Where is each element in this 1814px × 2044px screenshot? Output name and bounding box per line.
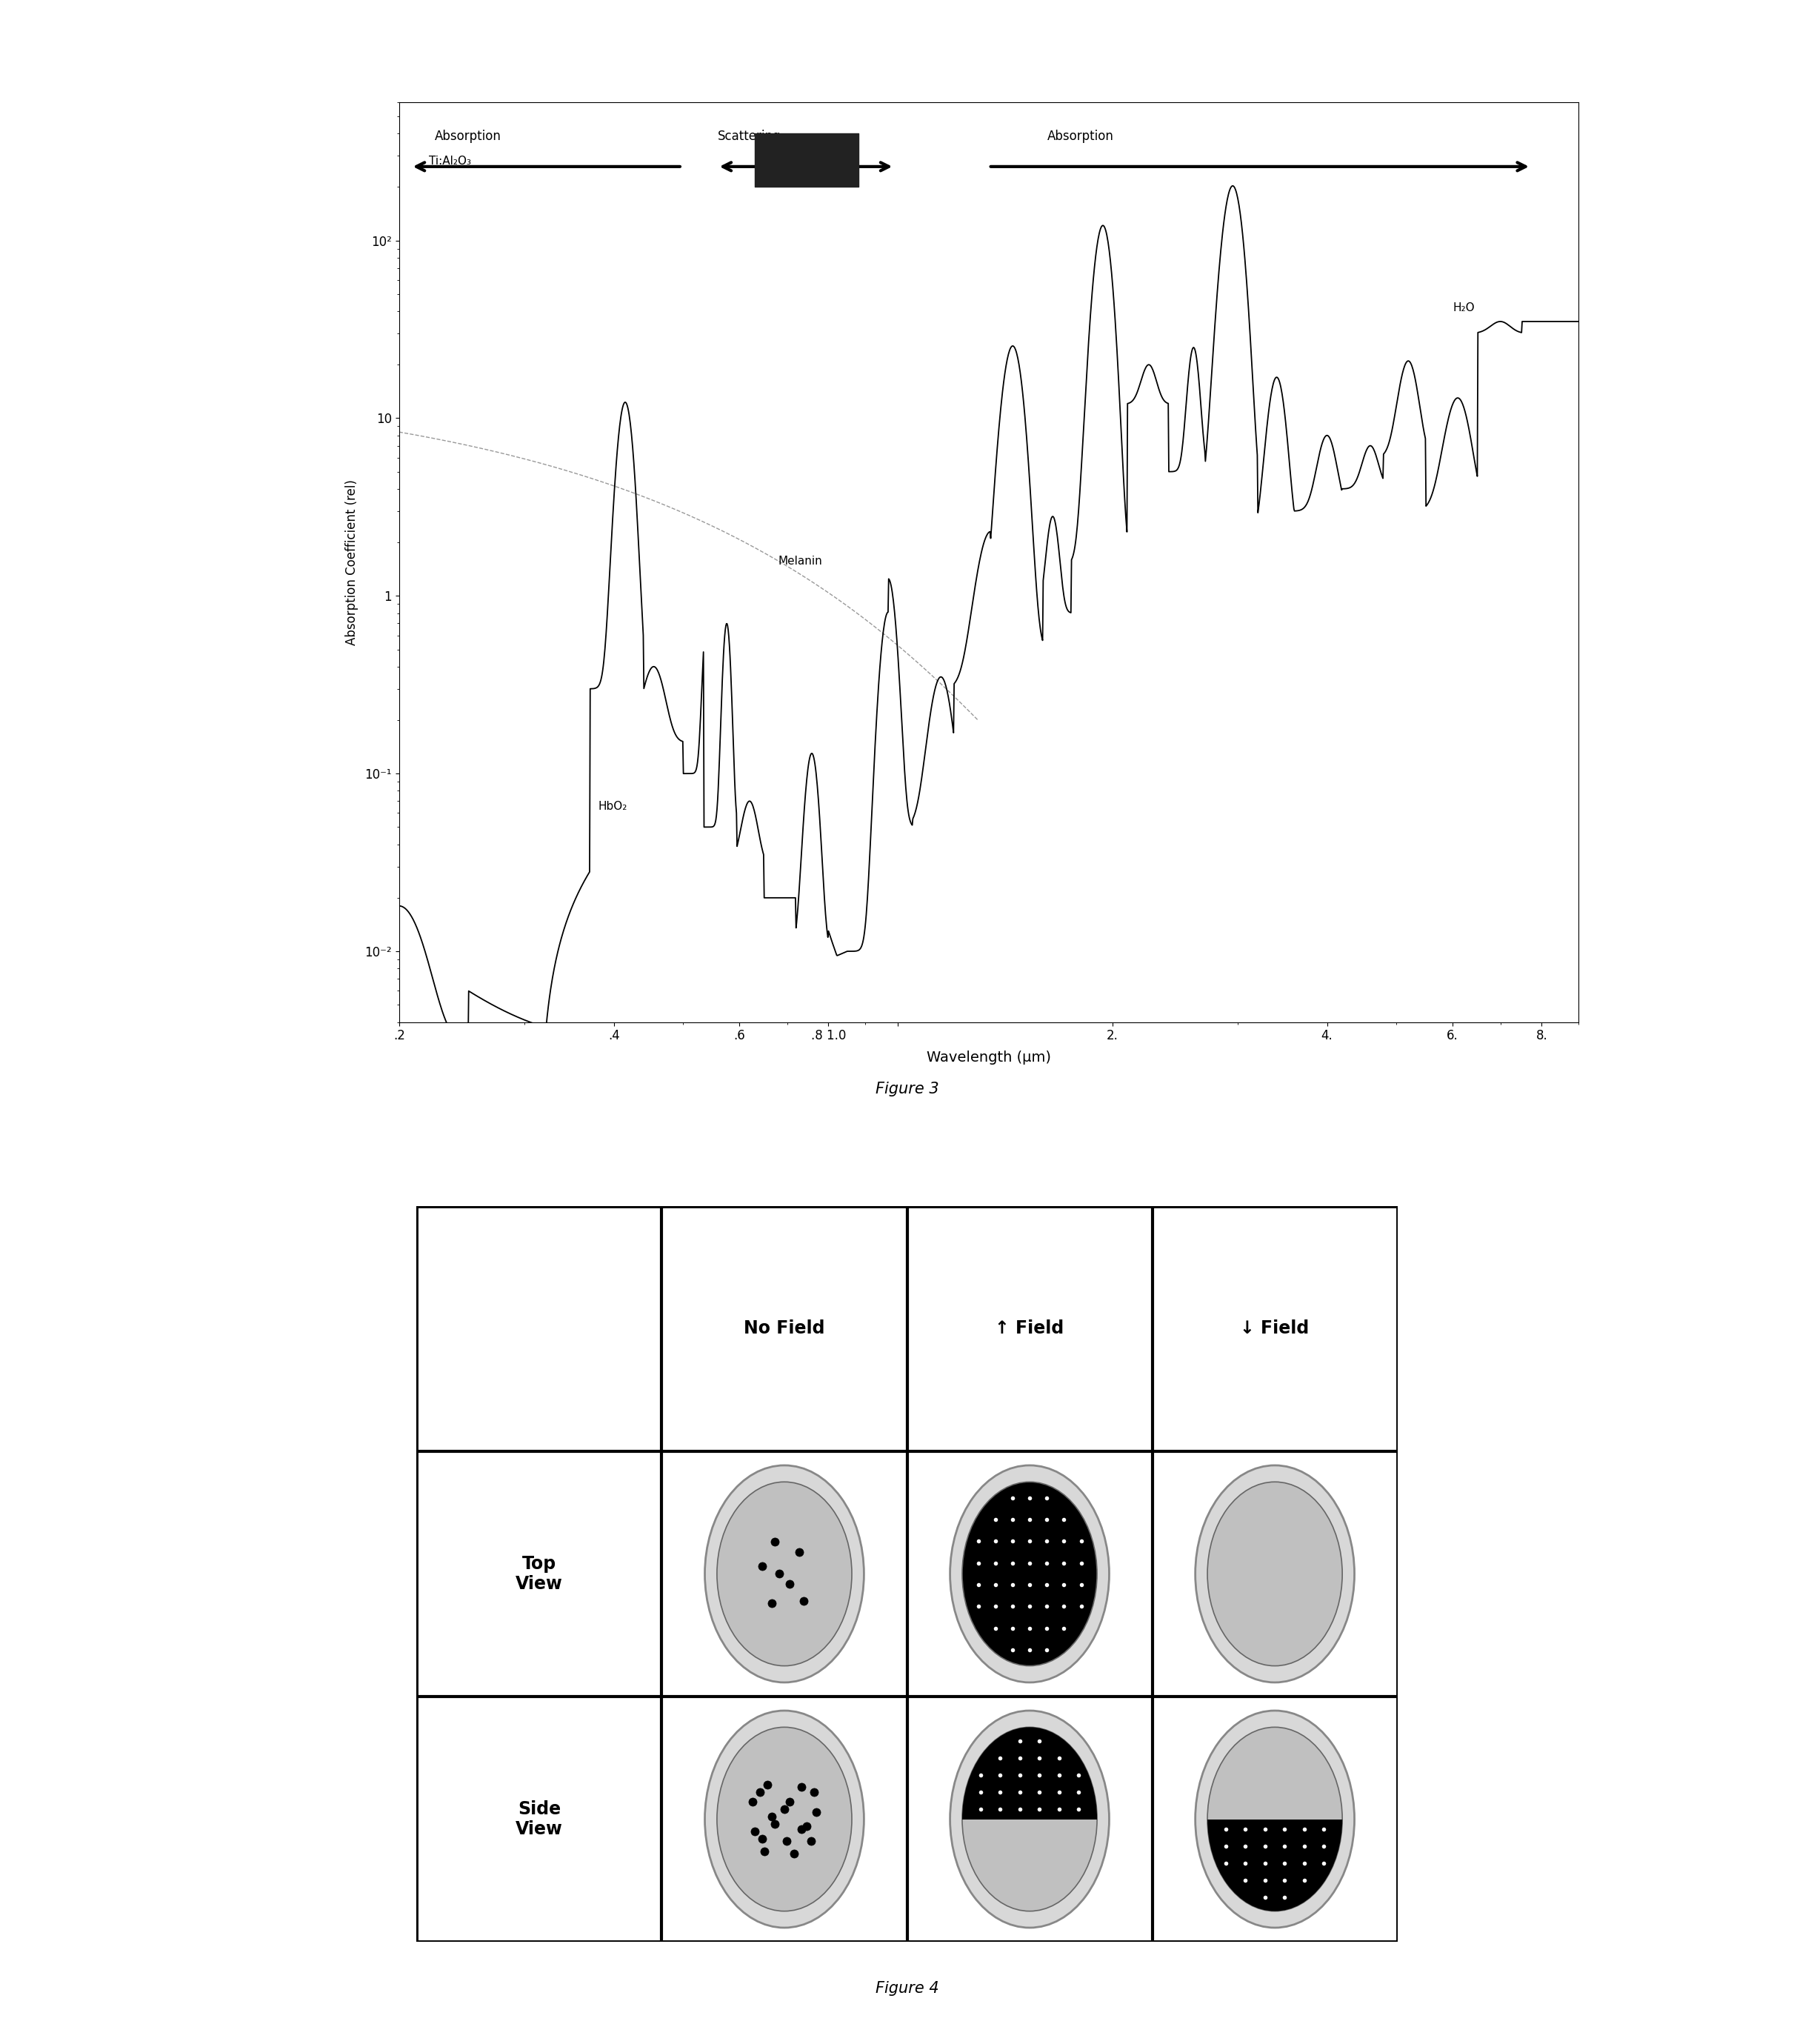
- Text: Absorption: Absorption: [435, 131, 501, 143]
- Ellipse shape: [961, 1482, 1097, 1666]
- Text: H₂O: H₂O: [1453, 303, 1475, 313]
- X-axis label: Wavelength (μm): Wavelength (μm): [927, 1051, 1050, 1065]
- Text: Absorption: Absorption: [1048, 131, 1114, 143]
- Text: ↓ Field: ↓ Field: [1241, 1320, 1310, 1337]
- Bar: [894, 1635, 1165, 1819]
- Text: Scattering: Scattering: [718, 131, 780, 143]
- Text: Ti:Al₂O₃: Ti:Al₂O₃: [428, 155, 472, 166]
- Ellipse shape: [1208, 1727, 1342, 1911]
- Ellipse shape: [961, 1727, 1097, 1911]
- Ellipse shape: [1195, 1466, 1355, 1682]
- Ellipse shape: [717, 1727, 853, 1911]
- Text: Side
View: Side View: [515, 1801, 562, 1838]
- Text: No Field: No Field: [744, 1320, 825, 1337]
- Ellipse shape: [951, 1711, 1108, 1927]
- Text: Top
View: Top View: [515, 1555, 562, 1592]
- Text: HbO₂: HbO₂: [599, 801, 628, 811]
- Y-axis label: Absorption Coefficient (rel): Absorption Coefficient (rel): [345, 478, 359, 646]
- Ellipse shape: [706, 1711, 863, 1927]
- Ellipse shape: [706, 1466, 863, 1682]
- Ellipse shape: [717, 1482, 853, 1666]
- Ellipse shape: [951, 1466, 1108, 1682]
- Text: Melanin: Melanin: [778, 556, 822, 566]
- Bar: [1139, 1819, 1409, 2003]
- Text: Figure 3: Figure 3: [876, 1081, 938, 1096]
- Ellipse shape: [1208, 1482, 1342, 1666]
- Text: ↑ Field: ↑ Field: [996, 1320, 1065, 1337]
- Ellipse shape: [1195, 1711, 1355, 1927]
- Text: Figure 4: Figure 4: [876, 1981, 938, 1995]
